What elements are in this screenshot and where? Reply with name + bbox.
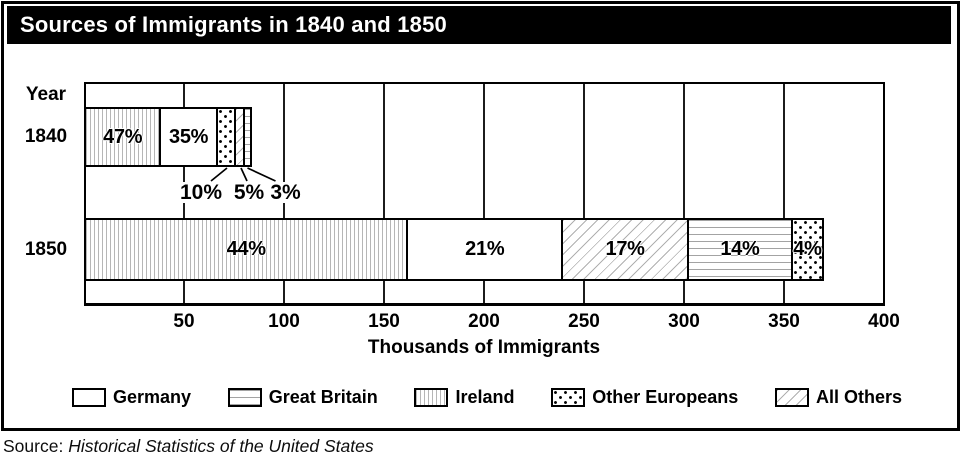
- leader-line: [247, 167, 276, 182]
- source-note: Source: Historical Statistics of the Uni…: [3, 436, 374, 457]
- year-label-1850: 1850: [24, 238, 68, 260]
- bar-segment-1840-all-others: [235, 109, 246, 165]
- legend-item-other-europeans: Other Europeans: [551, 387, 738, 408]
- bar-segment-1840-other-europeans: [217, 109, 236, 165]
- y-axis-title: Year: [25, 84, 67, 105]
- x-tick-label: 200: [468, 311, 500, 332]
- leader-line: [240, 167, 248, 182]
- bar-segment-1850-all-others: 17%: [563, 220, 689, 279]
- legend: Germany Great Britain Ireland Other Europea…: [72, 387, 902, 408]
- gridline: [383, 84, 385, 303]
- legend-swatch-hlines-icon: [227, 388, 262, 407]
- bar-segment-1850-other-europeans: 4%: [792, 220, 822, 279]
- legend-item-germany: Germany: [72, 387, 191, 408]
- source-title: Historical Statistics of the United Stat…: [68, 436, 374, 456]
- legend-label: Germany: [113, 387, 192, 407]
- legend-label: Other Europeans: [592, 387, 739, 407]
- year-label-1840: 1840: [24, 126, 68, 147]
- bar-segment-1840-great-britain: [245, 109, 250, 165]
- segment-label: 47%: [103, 125, 143, 148]
- callout-label-great-britain: 3%: [267, 182, 304, 203]
- segment-label: 4%: [793, 238, 822, 260]
- bar-segment-1850-ireland: 44%: [86, 220, 409, 279]
- segment-label: 44%: [226, 238, 266, 260]
- legend-label: Ireland: [455, 387, 515, 407]
- x-tick-label: 150: [368, 311, 400, 332]
- legend-label: Great Britain: [268, 387, 378, 407]
- x-tick-label: 400: [868, 311, 900, 332]
- legend-swatch-diag-icon: [774, 388, 809, 407]
- x-tick-label: 50: [173, 311, 195, 332]
- gridline: [683, 84, 685, 303]
- x-tick-label: 250: [568, 311, 600, 332]
- plot-area: 47% 35% 44% 21% 17% 14% 4% 10% 5% 3%: [84, 82, 885, 306]
- gridline: [483, 84, 485, 303]
- bar-row-1840: 47% 35%: [84, 107, 252, 167]
- chart-title: Sources of Immigrants in 1840 and 1850: [20, 12, 447, 37]
- x-axis-title: Thousands of Immigrants: [367, 337, 601, 358]
- bar-segment-1840-ireland: 47%: [86, 109, 162, 165]
- legend-item-great-britain: Great Britain: [227, 387, 378, 408]
- segment-label: 35%: [169, 125, 209, 148]
- gridline: [783, 84, 785, 303]
- legend-item-all-others: All Others: [774, 387, 902, 408]
- legend-swatch-plain-icon: [72, 388, 106, 407]
- source-prefix: Source:: [3, 436, 64, 456]
- segment-label: 21%: [465, 238, 505, 260]
- legend-label: All Others: [815, 387, 902, 407]
- segment-label: 14%: [720, 238, 760, 260]
- chart-title-bar: Sources of Immigrants in 1840 and 1850: [7, 6, 951, 44]
- legend-swatch-dots-icon: [551, 388, 586, 407]
- callout-label-all-others: 5%: [230, 182, 268, 203]
- gridline: [583, 84, 585, 303]
- bar-segment-1850-germany: 21%: [408, 220, 564, 279]
- legend-swatch-vlines-icon: [414, 388, 449, 407]
- legend-item-ireland: Ireland: [414, 387, 515, 408]
- x-tick-label: 350: [768, 311, 800, 332]
- bar-row-1850: 44% 21% 17% 14% 4%: [84, 218, 824, 281]
- callout-label-other-europeans: 10%: [176, 182, 226, 203]
- figure-border: [1, 1, 960, 431]
- x-tick-label: 300: [668, 311, 700, 332]
- leader-line: [210, 167, 228, 182]
- segment-label: 17%: [605, 238, 645, 260]
- bar-segment-1850-great-britain: 14%: [688, 220, 793, 279]
- bar-segment-1840-germany: 35%: [161, 109, 218, 165]
- x-tick-label: 100: [268, 311, 300, 332]
